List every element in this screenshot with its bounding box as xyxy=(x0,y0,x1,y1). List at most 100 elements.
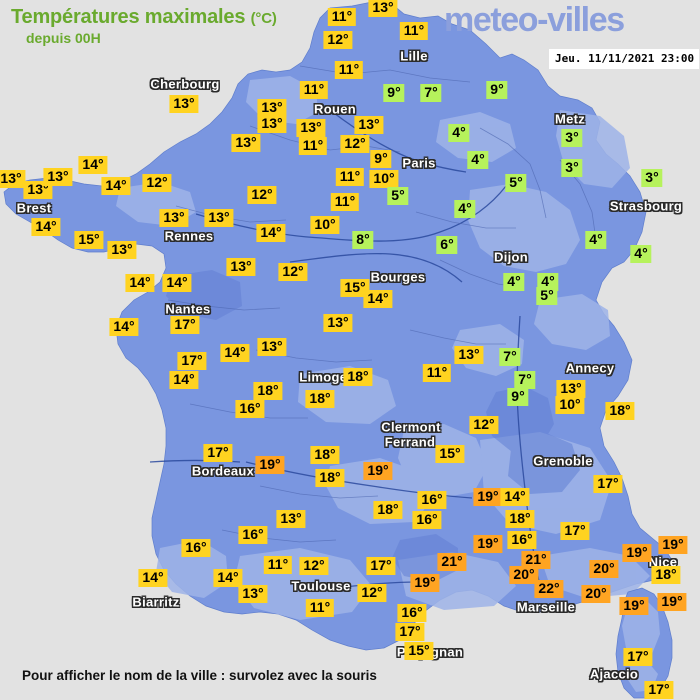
temperature-chip[interactable]: 17° xyxy=(170,316,200,334)
temperature-chip[interactable]: 7° xyxy=(514,371,536,389)
temperature-chip[interactable]: 11° xyxy=(330,193,360,211)
temperature-chip[interactable]: 9° xyxy=(507,388,529,406)
temperature-chip[interactable]: 13° xyxy=(107,241,137,259)
temperature-chip[interactable]: 8° xyxy=(352,231,374,249)
temperature-chip[interactable]: 13° xyxy=(226,258,256,276)
meteo-villes-logo[interactable]: meteo-villes.com xyxy=(444,3,625,37)
temperature-chip[interactable]: 3° xyxy=(641,169,663,187)
temperature-chip[interactable]: 13° xyxy=(159,209,189,227)
temperature-chip[interactable]: 16° xyxy=(417,491,447,509)
temperature-chip[interactable]: 18° xyxy=(315,469,345,487)
temperature-chip[interactable]: 20° xyxy=(581,585,611,603)
temperature-chip[interactable]: 13° xyxy=(276,510,306,528)
temperature-chip[interactable]: 18° xyxy=(505,510,535,528)
temperature-chip[interactable]: 13° xyxy=(257,99,287,117)
temperature-chip[interactable]: 17° xyxy=(623,648,653,666)
temperature-chip[interactable]: 5° xyxy=(387,187,409,205)
temperature-chip[interactable]: 5° xyxy=(536,287,558,305)
temperature-chip[interactable]: 13° xyxy=(257,115,287,133)
temperature-chip[interactable]: 17° xyxy=(366,557,396,575)
temperature-chip[interactable]: 14° xyxy=(109,318,139,336)
temperature-chip[interactable]: 17° xyxy=(644,681,674,699)
temperature-chip[interactable]: 18° xyxy=(343,368,373,386)
temperature-chip[interactable]: 5° xyxy=(505,174,527,192)
temperature-chip[interactable]: 17° xyxy=(593,475,623,493)
temperature-chip[interactable]: 10° xyxy=(310,216,340,234)
temperature-chip[interactable]: 16° xyxy=(238,526,268,544)
temperature-chip[interactable]: 16° xyxy=(397,604,427,622)
temperature-chip[interactable]: 15° xyxy=(435,445,465,463)
temperature-chip[interactable]: 19° xyxy=(473,535,503,553)
temperature-chip[interactable]: 11° xyxy=(327,8,357,26)
temperature-chip[interactable]: 4° xyxy=(537,273,559,291)
temperature-chip[interactable]: 12° xyxy=(340,135,370,153)
temperature-chip[interactable]: 12° xyxy=(299,557,329,575)
temperature-chip[interactable]: 15° xyxy=(404,642,434,660)
temperature-chip[interactable]: 11° xyxy=(399,22,429,40)
temperature-chip[interactable]: 13° xyxy=(0,170,26,188)
temperature-chip[interactable]: 11° xyxy=(299,81,329,99)
temperature-chip[interactable]: 14° xyxy=(169,371,199,389)
temperature-chip[interactable]: 19° xyxy=(410,574,440,592)
temperature-chip[interactable]: 19° xyxy=(622,544,652,562)
temperature-chip[interactable]: 10° xyxy=(369,170,399,188)
temperature-chip[interactable]: 14° xyxy=(31,218,61,236)
temperature-chip[interactable]: 19° xyxy=(619,597,649,615)
temperature-chip[interactable]: 13° xyxy=(454,346,484,364)
temperature-chip[interactable]: 6° xyxy=(436,236,458,254)
temperature-chip[interactable]: 11° xyxy=(263,556,293,574)
temperature-chip[interactable]: 9° xyxy=(486,81,508,99)
temperature-chip[interactable]: 14° xyxy=(220,344,250,362)
temperature-chip[interactable]: 18° xyxy=(253,382,283,400)
temperature-chip[interactable]: 13° xyxy=(231,134,261,152)
temperature-chip[interactable]: 4° xyxy=(467,151,489,169)
temperature-chip[interactable]: 22° xyxy=(534,580,564,598)
temperature-chip[interactable]: 19° xyxy=(473,488,503,506)
temperature-chip[interactable]: 14° xyxy=(256,224,286,242)
temperature-chip[interactable]: 18° xyxy=(605,402,635,420)
temperature-chip[interactable]: 16° xyxy=(235,400,265,418)
temperature-chip[interactable]: 21° xyxy=(437,553,467,571)
temperature-chip[interactable]: 12° xyxy=(323,31,353,49)
temperature-chip[interactable]: 17° xyxy=(560,522,590,540)
temperature-chip[interactable]: 17° xyxy=(395,623,425,641)
temperature-chip[interactable]: 14° xyxy=(125,274,155,292)
temperature-chip[interactable]: 4° xyxy=(503,273,525,291)
temperature-chip[interactable]: 4° xyxy=(454,200,476,218)
temperature-chip[interactable]: 4° xyxy=(448,124,470,142)
temperature-chip[interactable]: 13° xyxy=(238,585,268,603)
temperature-chip[interactable]: 3° xyxy=(561,129,583,147)
temperature-chip[interactable]: 10° xyxy=(555,396,585,414)
temperature-chip[interactable]: 19° xyxy=(657,593,687,611)
temperature-chip[interactable]: 16° xyxy=(507,531,537,549)
temperature-chip[interactable]: 12° xyxy=(357,584,387,602)
temperature-chip[interactable]: 11° xyxy=(334,61,364,79)
temperature-chip[interactable]: 9° xyxy=(383,84,405,102)
temperature-chip[interactable]: 14° xyxy=(500,488,530,506)
temperature-chip[interactable]: 19° xyxy=(255,456,285,474)
temperature-chip[interactable]: 15° xyxy=(340,279,370,297)
temperature-chip[interactable]: 7° xyxy=(420,84,442,102)
temperature-chip[interactable]: 17° xyxy=(203,444,233,462)
temperature-chip[interactable]: 15° xyxy=(74,231,104,249)
temperature-chip[interactable]: 20° xyxy=(509,566,539,584)
temperature-chip[interactable]: 21° xyxy=(521,551,551,569)
temperature-chip[interactable]: 13° xyxy=(204,209,234,227)
temperature-chip[interactable]: 13° xyxy=(257,338,287,356)
temperature-chip[interactable]: 19° xyxy=(658,536,688,554)
temperature-chip[interactable]: 11° xyxy=(298,137,328,155)
temperature-chip[interactable]: 17° xyxy=(177,352,207,370)
temperature-chip[interactable]: 16° xyxy=(412,511,442,529)
temperature-chip[interactable]: 12° xyxy=(142,174,172,192)
temperature-chip[interactable]: 9° xyxy=(370,150,392,168)
temperature-chip[interactable]: 4° xyxy=(630,245,652,263)
temperature-chip[interactable]: 20° xyxy=(589,560,619,578)
temperature-chip[interactable]: 13° xyxy=(323,314,353,332)
temperature-chip[interactable]: 11° xyxy=(305,599,335,617)
temperature-chip[interactable]: 18° xyxy=(651,566,681,584)
temperature-chip[interactable]: 14° xyxy=(213,569,243,587)
temperature-chip[interactable]: 18° xyxy=(373,501,403,519)
temperature-chip[interactable]: 14° xyxy=(138,569,168,587)
temperature-chip[interactable]: 12° xyxy=(247,186,277,204)
temperature-chip[interactable]: 18° xyxy=(305,390,335,408)
